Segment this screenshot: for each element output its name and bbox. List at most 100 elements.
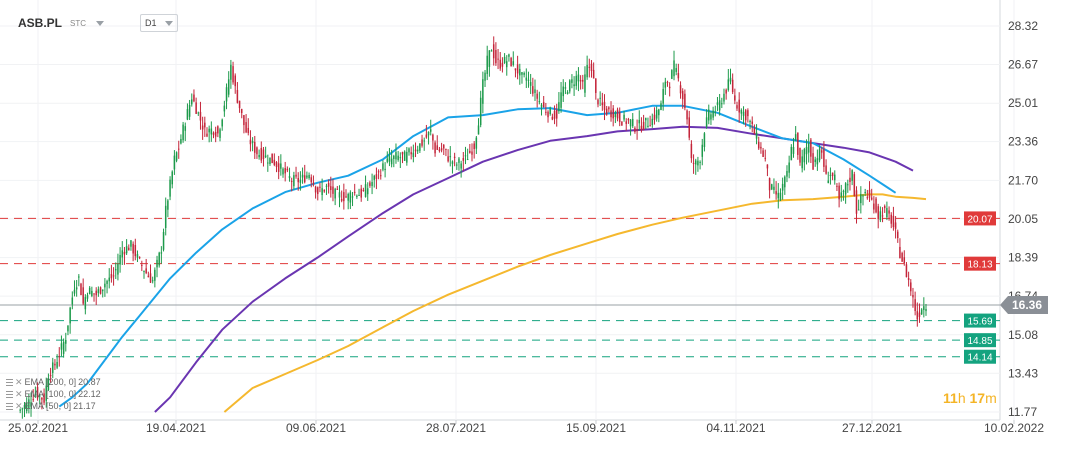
candle-body [78,276,80,278]
candle-body [614,113,617,118]
candle-body [440,148,443,151]
candle-body [136,254,139,258]
candle-body [779,192,782,201]
level-tag-14.14 [964,349,996,364]
candle-body [912,294,914,298]
candle-body [143,271,145,273]
candle-body [729,77,732,82]
y-tick-label: 26.67 [1008,57,1038,71]
candle-body [673,60,675,77]
x-tick-label: 10.02.2022 [984,421,1044,435]
level-tag-text: 15.69 [967,317,992,328]
candle-body [560,92,562,108]
candle-body [104,283,106,288]
candle-body [314,186,317,193]
candle-body [747,110,749,117]
candle-body [429,129,432,132]
candle-body [432,134,434,141]
candle-body [373,175,376,180]
settings-icon[interactable] [6,402,13,410]
candle-body [529,82,532,86]
candle-body [284,168,286,174]
legend-item-ema-200[interactable]: ✕ EMA [200, 0] 20.87 [6,376,101,388]
candle-body [834,174,836,181]
candle-body [32,399,34,401]
candle-body [799,148,801,163]
candle-body [249,139,252,145]
candle-body [121,250,124,258]
candle-body [540,104,543,107]
candle-body [907,278,910,281]
candle-body [267,162,269,164]
symbol-name[interactable]: ASB.PL [18,16,63,30]
candle-body [43,393,45,403]
candle-body [438,149,441,152]
ema-line [154,125,914,413]
candle-body [868,189,871,198]
candle-body [180,139,182,144]
close-icon[interactable]: ✕ [15,400,23,411]
candle-body [816,158,819,165]
candle-body [549,107,551,115]
candle-body [477,125,480,135]
candle-body [21,408,24,410]
settings-icon[interactable] [6,390,13,398]
candle-body [71,297,74,305]
legend-label: EMA [50, 0] [24,401,72,411]
candle-body [453,156,456,158]
candle-body [523,73,525,75]
candle-body [851,170,853,181]
candle-body [727,79,730,91]
legend-item-ema-50[interactable]: ✕ EMA [50, 0] 21.17 [6,400,101,412]
candle-body [534,89,536,93]
level-tag-text: 20.07 [967,214,992,225]
candle-body [123,251,126,255]
candle-body [353,191,356,193]
candle-body [786,170,788,177]
settings-icon[interactable] [6,378,13,386]
candle-body [875,198,877,213]
candle-body [101,289,104,292]
instrument-type: STC [70,18,87,28]
candle-body [836,185,838,187]
candle-body [447,156,449,162]
candle-body [686,110,688,120]
symbol-dropdown-icon[interactable] [96,20,105,26]
candle-body [45,385,47,401]
close-icon[interactable]: ✕ [15,376,23,387]
candle-body [327,183,330,187]
candle-body [573,84,575,87]
legend-item-ema-100[interactable]: ✕ EMA [100, 0] 22.12 [6,388,101,400]
candle-body [310,177,313,183]
candle-body [208,128,210,133]
candle-body [888,210,890,214]
candle-body [660,103,662,111]
legend-value: 21.17 [73,401,96,411]
candle-body [232,66,234,83]
candle-body [269,157,271,164]
candle-body [288,176,291,179]
candle-body [425,134,428,138]
chevron-down-icon [164,20,173,26]
candle-body [414,149,417,152]
candle-body [864,191,866,193]
candle-body [427,131,430,136]
candle-body [790,146,793,161]
candle-body [618,111,621,123]
candle-body [666,81,669,83]
candle-body [542,102,545,107]
close-icon[interactable]: ✕ [15,388,23,399]
candle-body [434,142,436,154]
timeframe-select[interactable]: D1 [140,14,178,32]
candle-body [282,168,284,175]
x-tick-label: 27.12.2021 [842,421,902,435]
candle-body [110,274,113,279]
legend-label: EMA [100, 0] [24,389,77,399]
candle-body [631,118,634,127]
candle-body [73,289,76,294]
candle-body [734,95,736,101]
candle-body [138,257,141,259]
candle-body [740,109,743,114]
